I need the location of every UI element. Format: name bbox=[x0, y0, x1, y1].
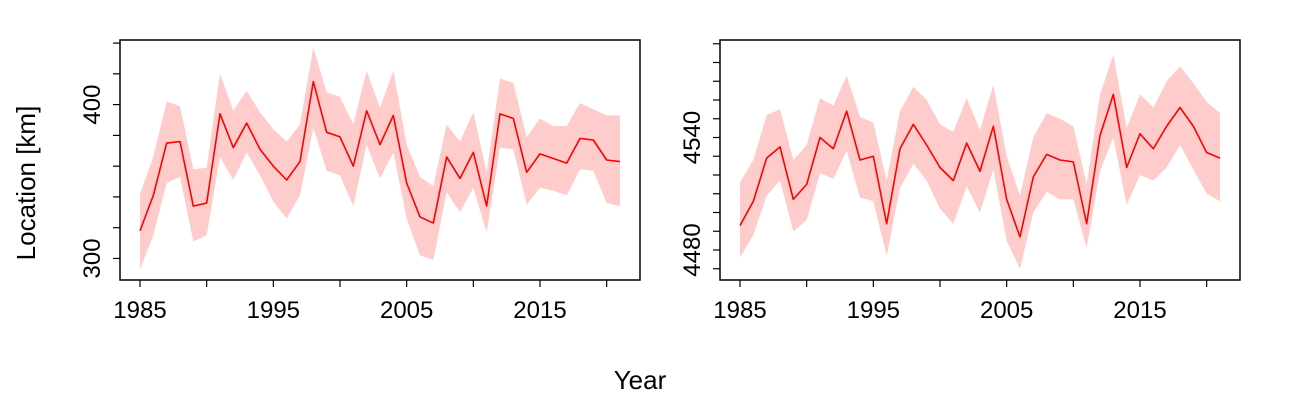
x-tick-label: 1985 bbox=[113, 297, 166, 324]
data-point bbox=[1099, 134, 1102, 137]
data-point bbox=[979, 170, 982, 173]
data-point bbox=[152, 194, 155, 197]
y-tick-label: 300 bbox=[79, 238, 106, 278]
confidence-band bbox=[740, 55, 1220, 269]
data-point bbox=[419, 215, 422, 218]
data-point bbox=[1139, 132, 1142, 135]
data-point bbox=[272, 165, 275, 168]
x-tick-label: 2015 bbox=[513, 297, 566, 324]
data-point bbox=[445, 155, 448, 158]
data-point bbox=[565, 162, 568, 165]
data-point bbox=[179, 140, 182, 143]
data-point bbox=[485, 205, 488, 208]
data-point bbox=[1125, 166, 1128, 169]
data-point bbox=[859, 159, 862, 162]
data-point bbox=[165, 142, 168, 145]
data-point bbox=[312, 80, 315, 83]
x-axis-title: Year bbox=[614, 365, 667, 395]
x-tick-label: 2015 bbox=[1113, 297, 1166, 324]
data-point bbox=[245, 122, 248, 125]
series-line bbox=[739, 93, 1221, 238]
x-tick-label: 1995 bbox=[847, 297, 900, 324]
data-point bbox=[205, 202, 208, 205]
data-point bbox=[1179, 106, 1182, 109]
data-point bbox=[805, 183, 808, 186]
plot-frame bbox=[719, 39, 1241, 281]
data-point bbox=[1219, 157, 1222, 160]
data-point bbox=[845, 110, 848, 113]
data-point bbox=[752, 200, 755, 203]
data-point bbox=[339, 135, 342, 138]
y-axis-title: Location [km] bbox=[11, 106, 41, 261]
series-line bbox=[139, 80, 621, 232]
data-point bbox=[1045, 153, 1048, 156]
confidence-band bbox=[140, 47, 620, 270]
data-point bbox=[819, 136, 822, 139]
data-point bbox=[525, 171, 528, 174]
data-point bbox=[1152, 147, 1155, 150]
y-tick-label: 4480 bbox=[679, 223, 706, 276]
data-point bbox=[405, 182, 408, 185]
data-point bbox=[192, 205, 195, 208]
data-point bbox=[939, 166, 942, 169]
data-point bbox=[952, 179, 955, 182]
x-tick-label: 1985 bbox=[713, 297, 766, 324]
data-point bbox=[1072, 160, 1075, 163]
data-point bbox=[779, 145, 782, 148]
x-tick-label: 1995 bbox=[247, 297, 300, 324]
left-panel: 1985 1995 2005 2015 300 400 bbox=[79, 39, 641, 324]
data-point bbox=[472, 151, 475, 154]
x-tick-label: 2005 bbox=[380, 297, 433, 324]
data-point bbox=[232, 146, 235, 149]
data-point bbox=[1085, 222, 1088, 225]
x-tick-label: 2005 bbox=[980, 297, 1033, 324]
data-point bbox=[912, 123, 915, 126]
data-point bbox=[285, 179, 288, 182]
data-point bbox=[512, 117, 515, 120]
data-point bbox=[1005, 198, 1008, 201]
data-point bbox=[365, 109, 368, 112]
data-point bbox=[832, 147, 835, 150]
data-point bbox=[1165, 125, 1168, 128]
data-point bbox=[219, 112, 222, 115]
data-point bbox=[605, 159, 608, 162]
plot-frame bbox=[119, 39, 641, 281]
data-point bbox=[1192, 125, 1195, 128]
data-point bbox=[432, 222, 435, 225]
data-point bbox=[259, 148, 262, 151]
data-point bbox=[579, 137, 582, 140]
y-tick-label: 400 bbox=[79, 85, 106, 125]
data-point bbox=[765, 157, 768, 160]
data-point bbox=[739, 224, 742, 227]
data-point bbox=[379, 143, 382, 146]
data-point bbox=[299, 160, 302, 163]
data-point bbox=[792, 198, 795, 201]
data-point bbox=[872, 155, 875, 158]
data-point bbox=[552, 157, 555, 160]
data-point bbox=[459, 177, 462, 180]
data-point bbox=[352, 165, 355, 168]
data-point bbox=[925, 144, 928, 147]
data-point bbox=[965, 142, 968, 145]
data-point bbox=[1059, 159, 1062, 162]
data-point bbox=[499, 112, 502, 115]
data-point bbox=[885, 222, 888, 225]
data-point bbox=[592, 139, 595, 142]
right-panel: 1985 1995 2005 2015 4480 4540 bbox=[679, 39, 1241, 324]
data-point bbox=[992, 125, 995, 128]
data-point bbox=[1112, 93, 1115, 96]
data-point bbox=[619, 160, 622, 163]
data-point bbox=[1019, 235, 1022, 238]
data-point bbox=[392, 114, 395, 117]
data-point bbox=[539, 152, 542, 155]
y-tick-label: 4540 bbox=[679, 111, 706, 164]
data-point bbox=[1205, 151, 1208, 154]
data-point bbox=[139, 229, 142, 232]
data-point bbox=[899, 147, 902, 150]
data-point bbox=[325, 131, 328, 134]
data-point bbox=[1032, 175, 1035, 178]
